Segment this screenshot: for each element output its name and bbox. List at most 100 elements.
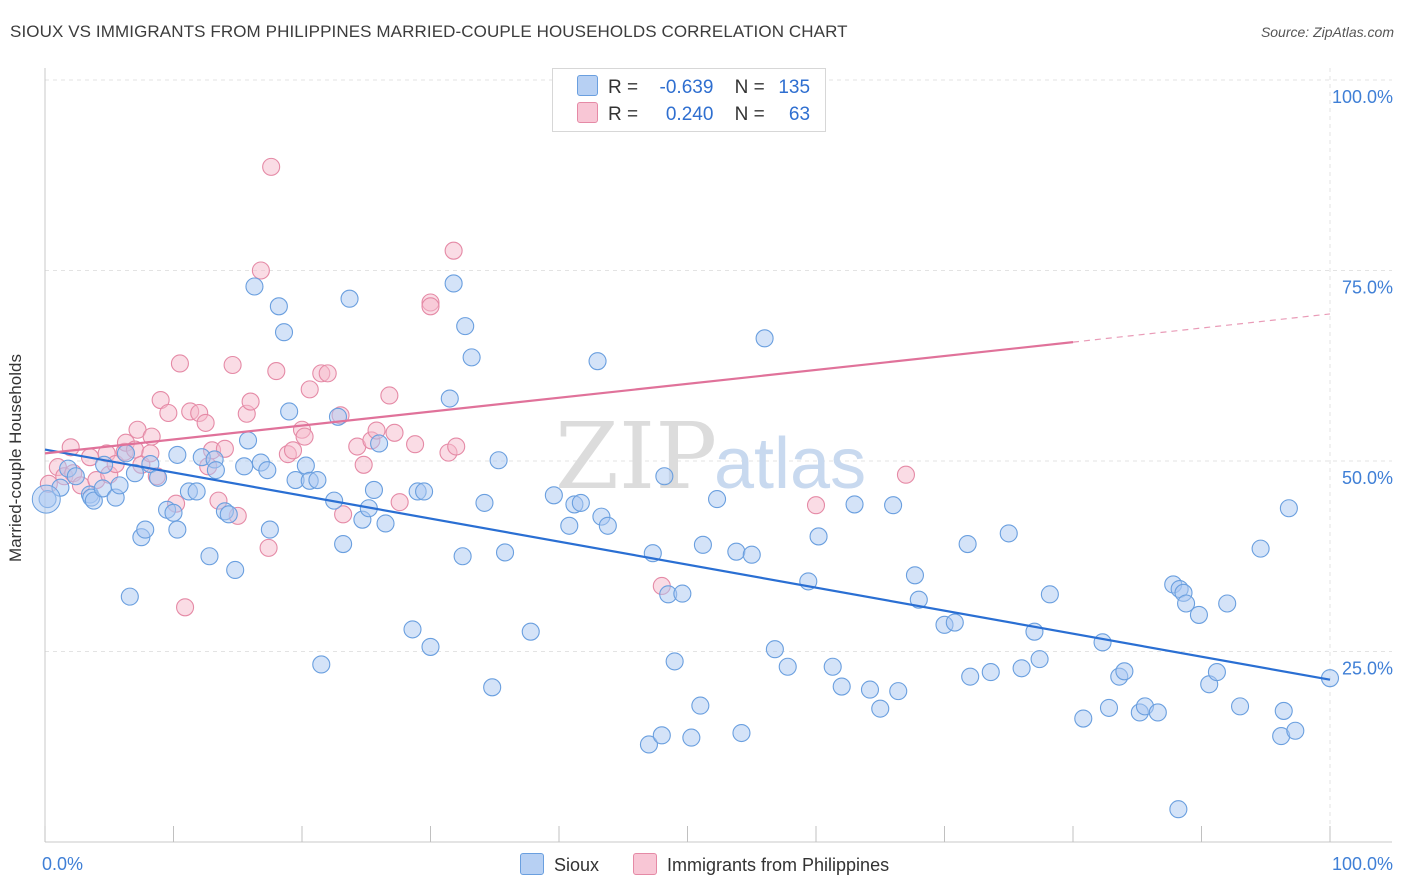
sioux-point <box>312 655 331 674</box>
philippines-point <box>259 538 278 557</box>
philippines-trend-extension <box>1072 313 1331 343</box>
sioux-point <box>110 476 129 495</box>
sioux-point <box>1274 701 1293 720</box>
sioux-point <box>860 680 880 699</box>
sioux-point <box>245 277 264 296</box>
legend-r-value-philippines: 0.240 <box>665 104 714 125</box>
sioux-point <box>778 657 797 676</box>
sioux-point <box>219 505 238 524</box>
sioux-point <box>340 289 359 308</box>
sioux-point <box>187 482 206 501</box>
sioux-point <box>403 620 422 639</box>
sioux-points <box>31 274 1340 819</box>
philippines-point <box>385 423 404 442</box>
sioux-point <box>945 613 964 632</box>
sioux-point <box>269 297 288 316</box>
philippines-point <box>334 505 353 524</box>
sioux-point <box>571 493 590 512</box>
sioux-point <box>444 274 463 293</box>
sioux-point <box>652 726 671 745</box>
philippines-point <box>223 355 242 375</box>
legend-n-value-philippines: 63 <box>788 104 811 125</box>
y-axis-label: Married-couple Households <box>6 354 25 562</box>
legend-n-label: N = <box>734 104 765 125</box>
x-tick-label: 0.0% <box>42 854 83 874</box>
legend-n-value-sioux: 135 <box>778 77 811 98</box>
sioux-point <box>370 434 389 453</box>
sioux-point <box>462 348 481 367</box>
philippines-point <box>444 241 463 260</box>
philippines-point <box>354 455 373 474</box>
y-tick-label: 75.0% <box>1342 278 1393 298</box>
axes <box>44 68 1392 843</box>
sioux-point <box>1251 539 1270 558</box>
sioux-point <box>693 535 712 554</box>
sioux-point <box>909 590 928 609</box>
x-tick-label: 100.0% <box>1332 854 1393 874</box>
legend-r-value-sioux: -0.639 <box>659 77 714 98</box>
sioux-point <box>226 560 245 580</box>
sioux-point <box>1012 659 1031 678</box>
sioux-point <box>120 587 139 606</box>
sioux-point <box>742 545 761 564</box>
sioux-point <box>415 482 434 501</box>
sioux-point <box>961 667 980 686</box>
sioux-point <box>274 323 294 342</box>
bottom-legend-sioux: Sioux <box>520 853 599 876</box>
sioux-point <box>495 543 515 562</box>
sioux-point <box>845 495 864 514</box>
bottom-legend-philippines: Immigrants from Philippines <box>633 853 889 876</box>
philippines-point <box>251 261 270 280</box>
sioux-point <box>999 524 1018 543</box>
sioux-point <box>258 461 277 480</box>
sioux-point <box>665 652 684 671</box>
sioux-point <box>31 484 61 514</box>
philippines-point <box>196 413 215 432</box>
sioux-point <box>1148 703 1167 722</box>
sioux-point <box>308 470 327 490</box>
sioux-point <box>1040 585 1059 604</box>
sioux-point <box>136 520 155 539</box>
sioux-point <box>260 520 279 539</box>
philippines-point <box>380 386 399 405</box>
philippines-point <box>283 441 303 460</box>
philippines-swatch <box>633 853 657 875</box>
legend-r-label: R = <box>608 104 639 125</box>
zipatlas-watermark: ZIP atlas <box>555 403 866 510</box>
tick-labels: 25.0% 50.0% 75.0% 100.0% 0.0% 100.0% <box>42 87 1393 874</box>
philippines-point <box>267 362 286 381</box>
trend-lines <box>44 313 1331 681</box>
sioux-point <box>1207 663 1226 682</box>
sioux-point <box>1218 594 1237 613</box>
sioux-point <box>889 682 908 701</box>
sioux-point <box>1093 633 1112 652</box>
sioux-point <box>475 493 494 512</box>
sioux-point <box>206 461 225 480</box>
philippines-point <box>300 380 319 399</box>
sioux-point <box>364 480 384 500</box>
sioux-point <box>639 735 659 754</box>
sioux-point <box>456 317 475 336</box>
sioux-point <box>1286 721 1305 740</box>
philippines-point <box>318 364 337 383</box>
sioux-point <box>1074 709 1093 728</box>
sioux-point <box>682 728 701 747</box>
philippines-point <box>295 427 314 446</box>
philippines-point <box>447 437 466 456</box>
sioux-point <box>296 456 315 475</box>
sioux-point <box>421 637 440 656</box>
sioux-point <box>238 431 258 450</box>
sioux-point <box>1177 594 1196 613</box>
sioux-point <box>905 566 924 585</box>
legend-row-sioux: R = -0.639 N = 135 <box>577 75 810 99</box>
watermark-zip: ZIP <box>555 403 717 510</box>
sioux-point <box>1099 698 1119 717</box>
philippines-point <box>170 354 189 373</box>
sioux-point <box>84 491 103 510</box>
sioux-point <box>732 723 751 743</box>
sioux-point <box>200 547 219 566</box>
y-tick-label: 100.0% <box>1332 87 1393 107</box>
sioux-point <box>1231 697 1250 716</box>
philippines-point <box>390 493 409 512</box>
